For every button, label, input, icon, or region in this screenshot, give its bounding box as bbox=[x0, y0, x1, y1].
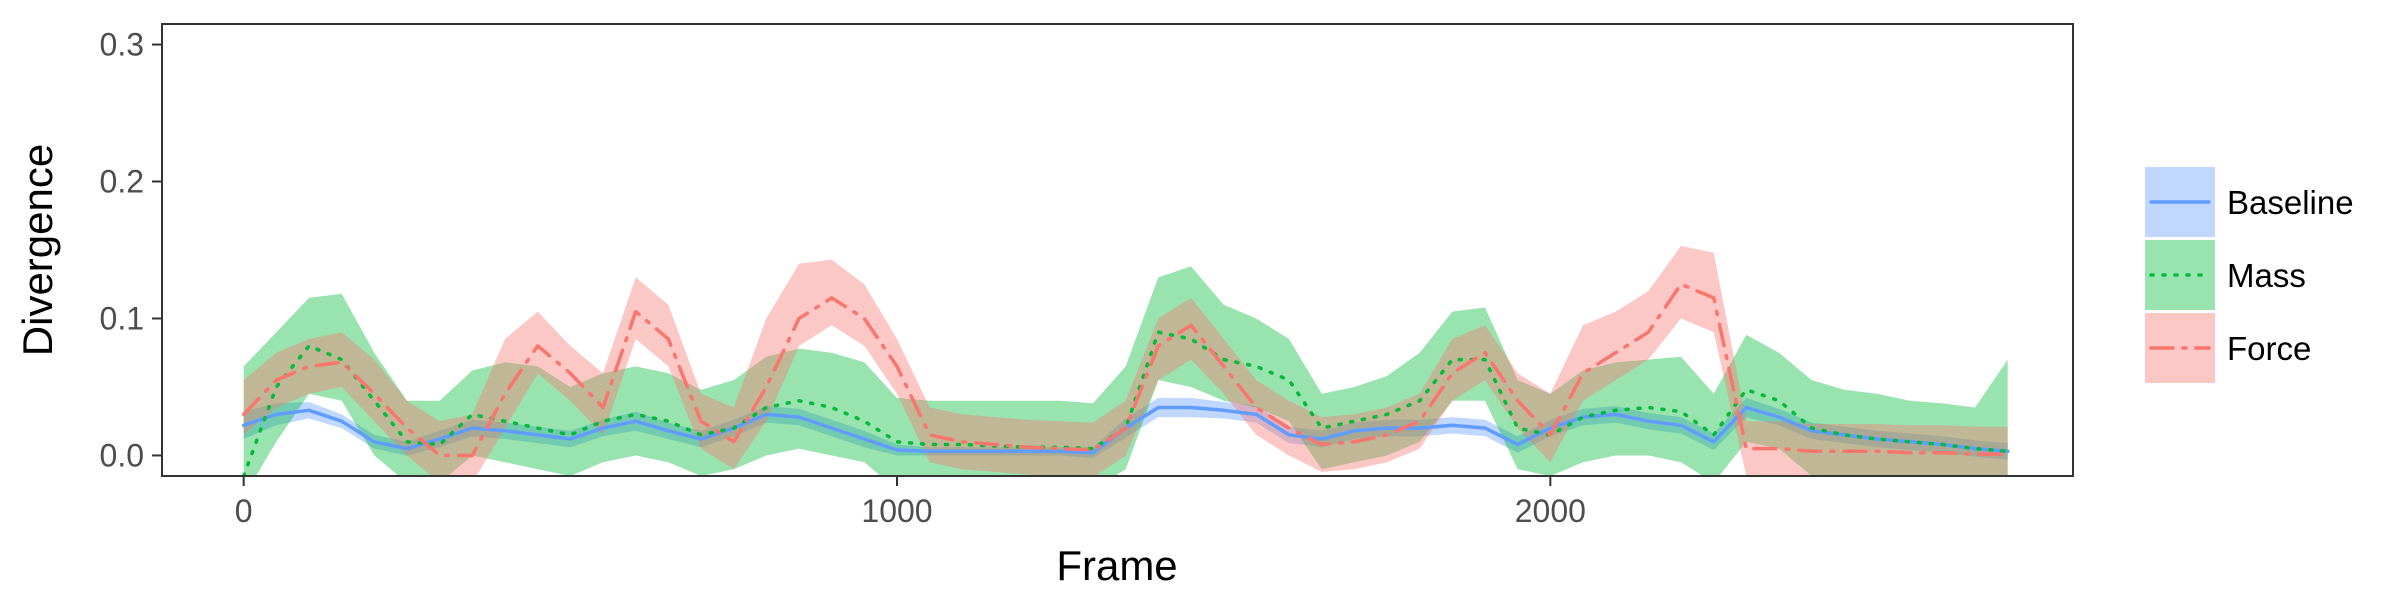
line-layer bbox=[241, 282, 2010, 476]
ribbon-layer bbox=[243, 245, 2008, 476]
y-axis: 0.0 0.1 0.2 0.3 bbox=[100, 27, 162, 473]
legend-key-mass bbox=[2145, 240, 2215, 310]
x-axis: 0 1000 2000 bbox=[235, 476, 1586, 529]
x-tick-label: 0 bbox=[235, 493, 253, 529]
x-axis-title: Frame bbox=[1056, 542, 1177, 589]
x-tick-label: 2000 bbox=[1515, 493, 1586, 529]
legend-label-mass: Mass bbox=[2227, 257, 2306, 294]
x-tick-label: 1000 bbox=[861, 493, 932, 529]
panel-border bbox=[161, 23, 2074, 477]
y-tick-label: 0.3 bbox=[100, 27, 144, 63]
legend: Baseline Mass Force bbox=[2145, 167, 2354, 383]
y-tick-label: 0.1 bbox=[100, 300, 144, 336]
legend-label-baseline: Baseline bbox=[2227, 184, 2354, 221]
y-tick-label: 0.0 bbox=[100, 437, 144, 473]
series-line-mass bbox=[241, 330, 2010, 476]
series-line-force bbox=[241, 282, 2010, 458]
y-tick-label: 0.2 bbox=[100, 164, 144, 200]
ribbon-force bbox=[243, 245, 2008, 476]
y-axis-title: Divergence bbox=[14, 144, 61, 356]
legend-label-force: Force bbox=[2227, 330, 2311, 367]
